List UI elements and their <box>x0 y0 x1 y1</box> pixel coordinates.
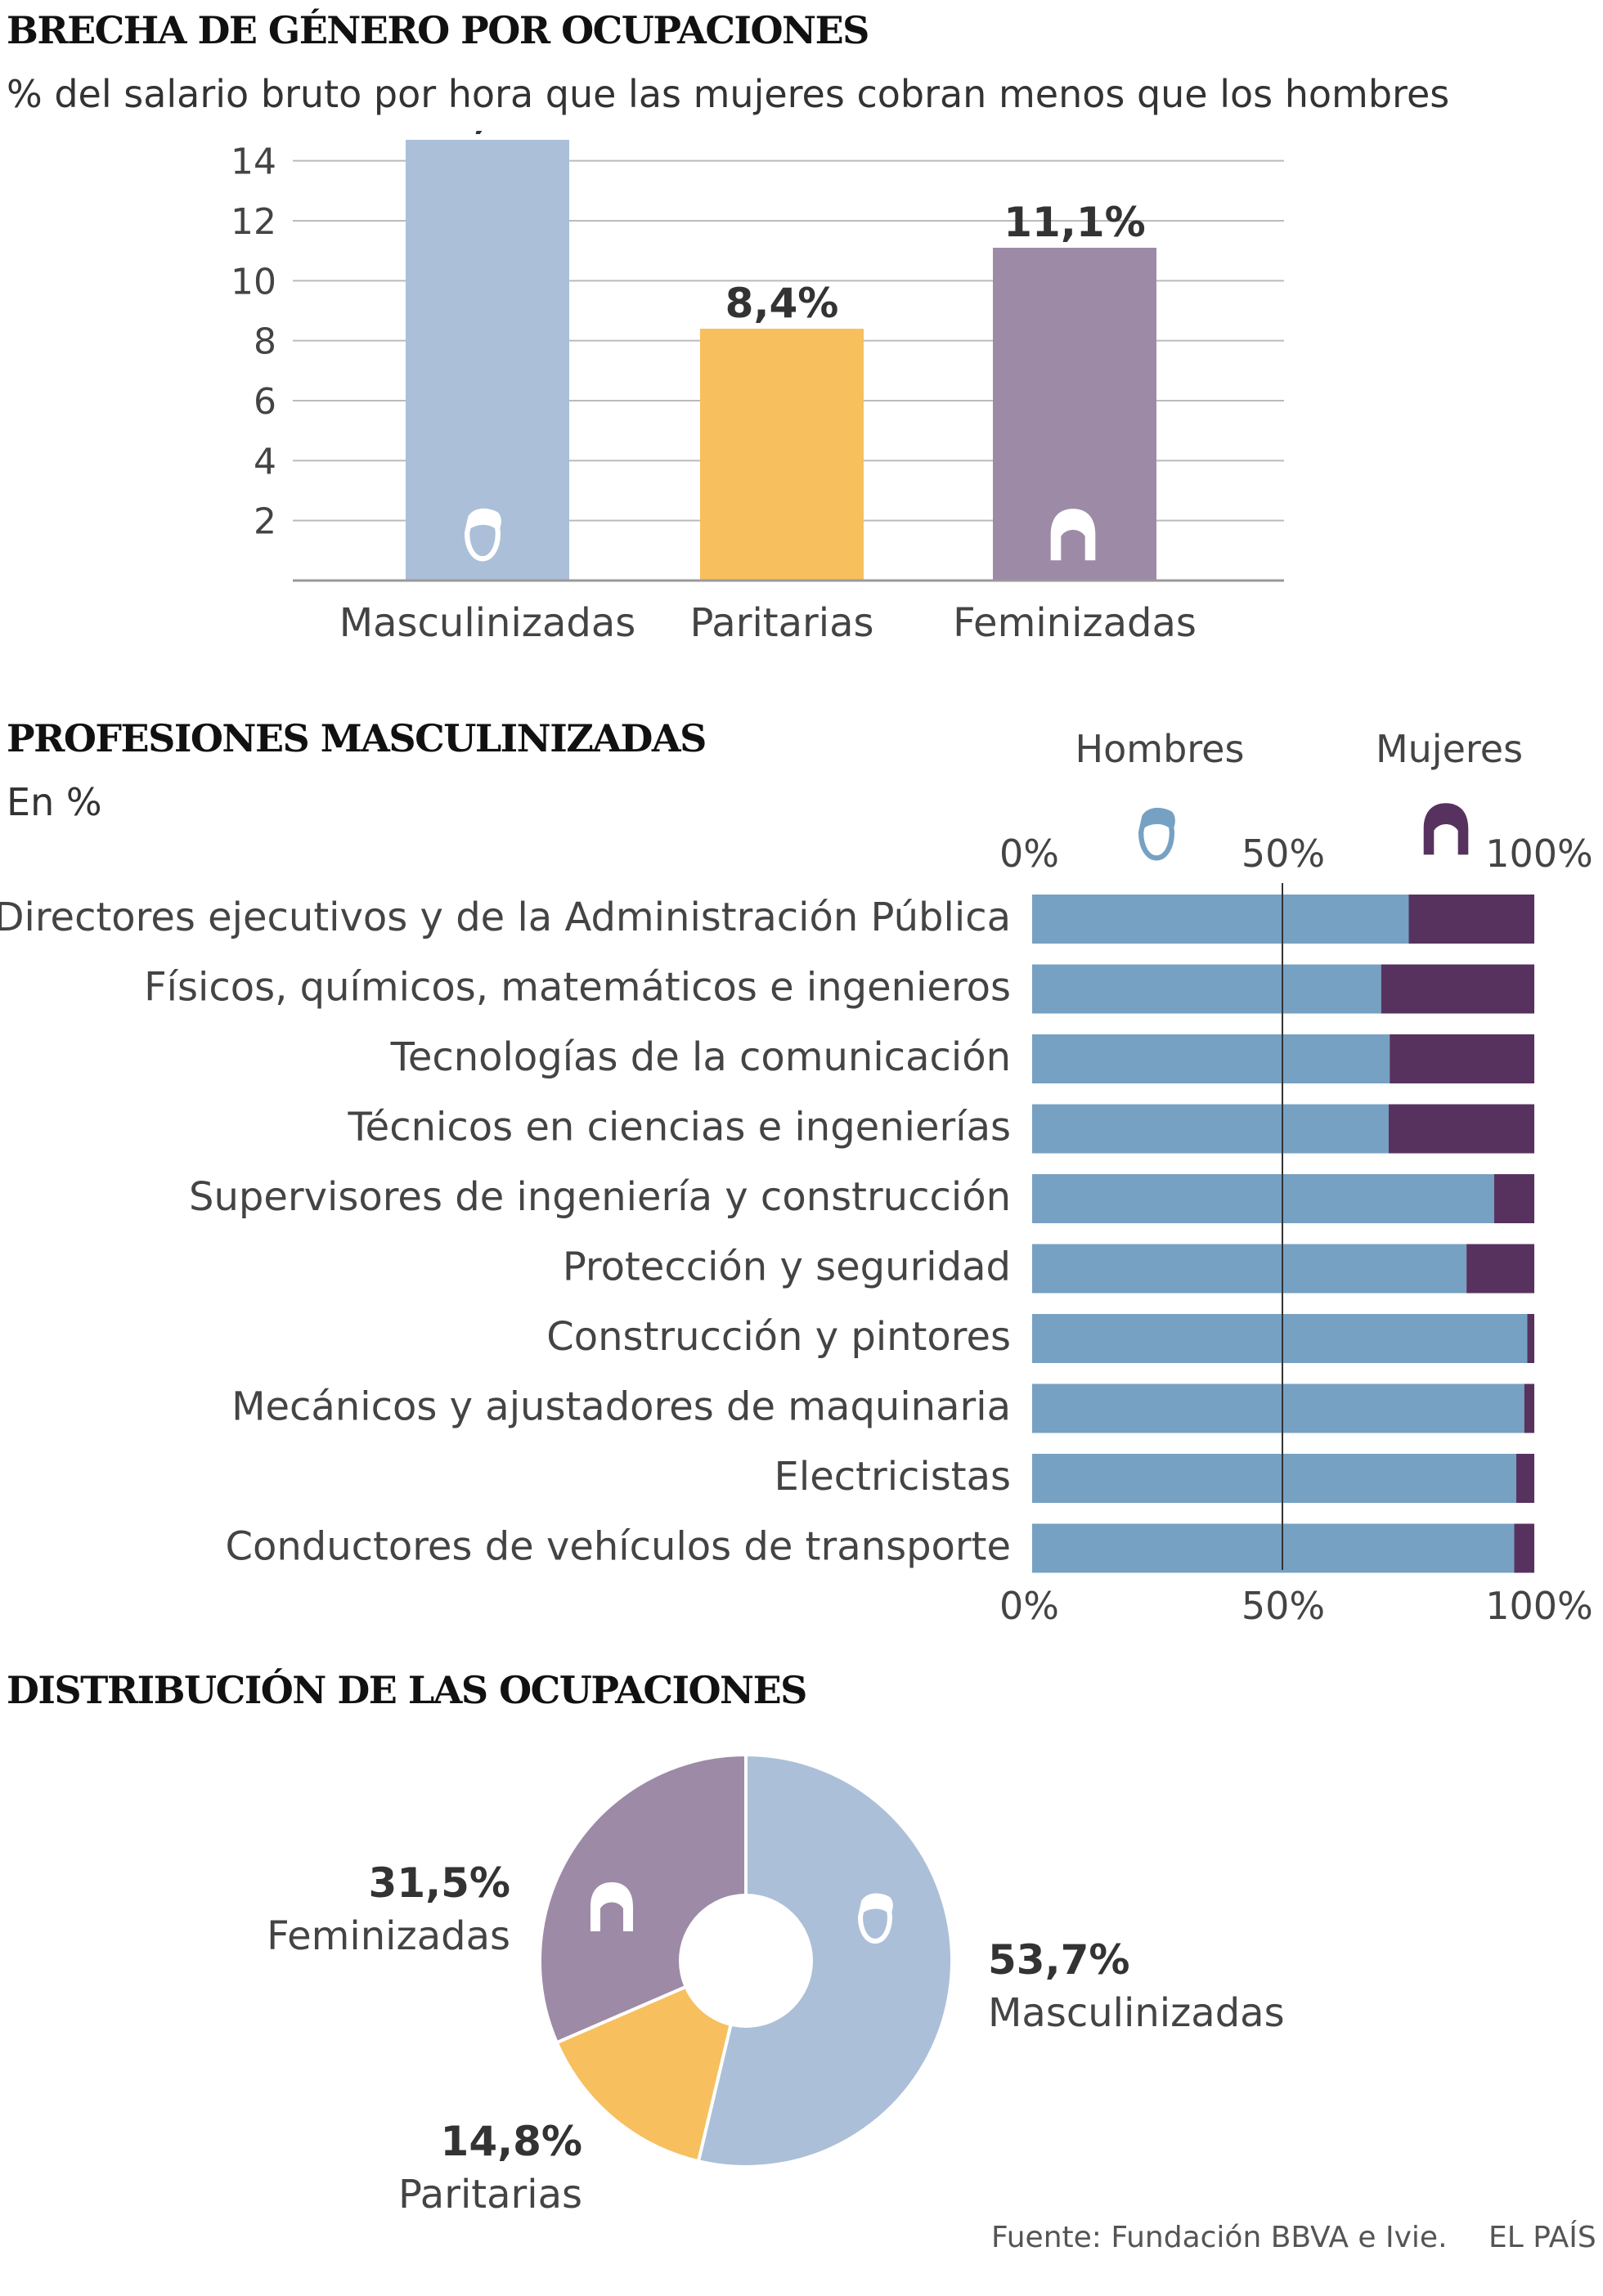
legend-mujeres-label: Mujeres <box>1376 727 1523 771</box>
bar-hombres <box>1032 1174 1494 1223</box>
category-label: Técnicos en ciencias e ingenierías <box>348 1105 1012 1150</box>
category-label: Directores ejecutivos y de la Administra… <box>0 895 1011 940</box>
category-label: Conductores de vehículos de transporte <box>225 1524 1011 1570</box>
bar-mujeres <box>1388 1104 1534 1154</box>
bar-hombres <box>1032 1244 1467 1294</box>
occupations-donut-chart: 53,7% Masculinizadas 14,8% Paritarias 31,5% F… <box>267 1752 1285 2218</box>
bar-mujeres <box>1514 1523 1534 1573</box>
woman-icon <box>1050 509 1096 561</box>
bar-masculinizadas <box>406 140 569 581</box>
y-tick-8: 8 <box>254 321 276 363</box>
category-label: Tecnologías de la comunicación <box>390 1034 1011 1080</box>
slice-masculinizadas <box>696 1752 954 2168</box>
x-tick-bottom-0: 0% <box>999 1584 1059 1628</box>
x-tick-top-50: 50% <box>1242 832 1325 876</box>
y-tick-10: 10 <box>231 261 276 303</box>
x-tick-bottom-50: 50% <box>1242 1584 1325 1628</box>
bar-hombres <box>1032 1523 1515 1573</box>
category-label: Electricistas <box>775 1454 1011 1500</box>
category-label: Físicos, químicos, matemáticos e ingenie… <box>144 965 1011 1011</box>
man-icon-hair <box>860 1893 893 1915</box>
x-axis-ticks-bottom: 0% 50% 100% <box>999 1584 1593 1628</box>
woman-icon-hair <box>1050 509 1096 561</box>
category-paritarias: Paritarias <box>690 600 874 646</box>
man-icon <box>858 1893 893 1944</box>
category-label: Protección y seguridad <box>563 1244 1011 1290</box>
x-tick-top-100: 100% <box>1485 832 1593 876</box>
woman-icon <box>590 1882 633 1931</box>
bar-mujeres <box>1408 895 1534 944</box>
y-tick-2: 2 <box>254 501 276 543</box>
data-label-masculinizadas: 14,7% <box>416 131 558 138</box>
cat-label-paritarias: Paritarias <box>398 2172 582 2218</box>
bar-data-labels: 14,7% 8,4% 11,1% <box>416 131 1145 327</box>
pct-label-feminizadas: 31,5% <box>369 1859 510 1907</box>
bar-hombres <box>1032 964 1381 1014</box>
data-label-feminizadas: 11,1% <box>1004 199 1145 246</box>
stacked-bars <box>1032 895 1534 1573</box>
bar-hombres <box>1032 1383 1524 1433</box>
legend-icons <box>1138 803 1469 861</box>
bar-mujeres <box>1524 1383 1534 1433</box>
legend: Hombres Mujeres <box>1075 727 1524 771</box>
donut-hole <box>679 1894 813 2028</box>
man-icon <box>464 508 501 562</box>
man-icon-hair <box>466 509 501 531</box>
category-masculinizadas: Masculinizadas <box>339 600 636 646</box>
brand-logo-text: EL PAÍS <box>1488 2221 1596 2254</box>
bar-hombres <box>1032 1314 1528 1363</box>
bar-mujeres <box>1527 1314 1534 1363</box>
cat-label-masculinizadas: Masculinizadas <box>988 1990 1285 2036</box>
chart1-title: BRECHA DE GÉNERO POR OCUPACIONES <box>7 8 869 52</box>
woman-icon-hair <box>590 1882 633 1931</box>
category-label: Supervisores de ingeniería y construcció… <box>189 1174 1011 1220</box>
category-labels: Directores ejecutivos y de la Administra… <box>0 895 1011 1570</box>
bar-feminizadas <box>993 248 1156 581</box>
bar-mujeres <box>1390 1034 1534 1083</box>
bar-hombres <box>1032 895 1409 944</box>
chart2-title: PROFESIONES MASCULINIZADAS <box>7 716 707 760</box>
man-icon-hair <box>1140 808 1175 831</box>
y-axis-ticks: 2 4 6 8 10 12 14 <box>231 141 276 543</box>
y-tick-12: 12 <box>231 201 276 243</box>
bar-paritarias <box>700 329 864 581</box>
chart1-subtitle: % del salario bruto por hora que las muj… <box>7 72 1450 116</box>
x-axis-ticks-top: 0% 50% 100% <box>999 832 1593 876</box>
masculinized-professions-chart: Hombres Mujeres 0% 50% 100% Directores eje… <box>0 727 1593 1628</box>
donut-labels: 53,7% Masculinizadas 14,8% Paritarias 31,5% F… <box>267 1859 1284 2218</box>
woman-icon-hair <box>1423 803 1469 855</box>
woman-icon <box>1423 803 1469 855</box>
bar-hombres <box>1032 1454 1516 1503</box>
data-label-paritarias: 8,4% <box>725 280 839 327</box>
bar-mujeres <box>1381 964 1534 1014</box>
pct-label-paritarias: 14,8% <box>441 2118 582 2165</box>
cat-label-feminizadas: Feminizadas <box>267 1913 510 1959</box>
pct-label-masculinizadas: 53,7% <box>988 1936 1129 1984</box>
y-tick-14: 14 <box>231 141 276 183</box>
y-tick-6: 6 <box>254 381 276 423</box>
category-feminizadas: Feminizadas <box>953 600 1197 646</box>
bar-mujeres <box>1466 1244 1534 1294</box>
salary-gap-bar-chart: 2 4 6 8 10 12 14 14,7% 8,4% 11,1% Masculinizadas… <box>231 131 1284 646</box>
source-note: Fuente: Fundación BBVA e Ivie. <box>991 2221 1448 2254</box>
bar-hombres <box>1032 1104 1389 1154</box>
y-tick-4: 4 <box>254 441 276 482</box>
legend-hombres-label: Hombres <box>1075 727 1245 771</box>
bar-mujeres <box>1493 1174 1534 1223</box>
bar-icons <box>464 508 1096 562</box>
bar-hombres <box>1032 1034 1390 1083</box>
category-label: Construcción y pintores <box>546 1314 1011 1360</box>
chart3-title: DISTRIBUCIÓN DE LAS OCUPACIONES <box>7 1668 807 1712</box>
x-axis-categories: Masculinizadas Paritarias Feminizadas <box>339 600 1197 646</box>
x-tick-top-0: 0% <box>999 832 1059 876</box>
man-icon <box>1138 807 1175 861</box>
x-tick-bottom-100: 100% <box>1485 1584 1593 1628</box>
bars <box>406 140 1156 581</box>
chart2-subtitle: En % <box>7 780 102 824</box>
slice-paritarias <box>555 1957 748 2164</box>
donut-icons <box>590 1882 893 1944</box>
bar-mujeres <box>1515 1454 1534 1503</box>
category-label: Mecánicos y ajustadores de maquinaria <box>231 1384 1011 1430</box>
